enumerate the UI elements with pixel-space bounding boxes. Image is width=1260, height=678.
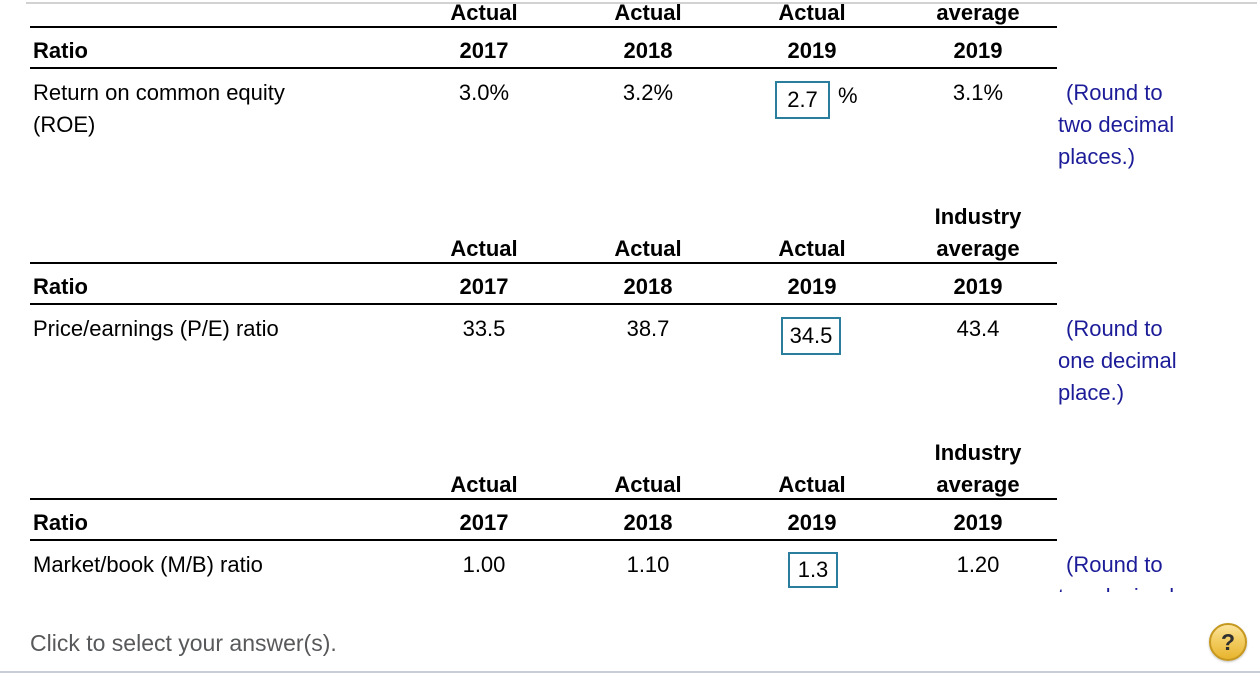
column-header: average <box>936 0 1020 25</box>
rounding-note-line: (Round to <box>1066 80 1163 105</box>
industry-group-header: Industry <box>934 204 1022 229</box>
ratio-table-mb: Industry Actual Actual Actual average Ra… <box>0 438 1260 592</box>
column-header: Actual <box>450 472 518 497</box>
answer-suffix-percent: % <box>838 83 858 108</box>
value-industry: 3.1% <box>952 80 1004 105</box>
ratio-row-label: Price/earnings (P/E) ratio <box>33 316 279 341</box>
question-content-area: Actual Actual Actual average Ratio 2017 … <box>0 0 1260 592</box>
year-header: 2019 <box>953 274 1003 299</box>
ratio-row-label: Market/book (M/B) ratio <box>33 552 263 577</box>
rounding-note-line: one decimal <box>1058 348 1177 373</box>
footer-divider <box>0 671 1260 673</box>
ratio-column-header: Ratio <box>33 510 88 535</box>
value-2017: 33.5 <box>462 316 506 341</box>
help-button[interactable]: ? <box>1209 623 1247 661</box>
ratio-column-header: Ratio <box>33 38 88 63</box>
table-rule <box>30 303 1057 305</box>
value-industry: 43.4 <box>956 316 1000 341</box>
value-2017: 3.0% <box>458 80 510 105</box>
year-header: 2017 <box>459 510 509 535</box>
ratio-row-label: Return on common equity <box>33 80 285 105</box>
column-header: Actual <box>778 472 846 497</box>
year-header: 2018 <box>623 510 673 535</box>
rounding-note-line: place.) <box>1058 380 1125 405</box>
answer-input-mb[interactable]: 1.3 <box>788 552 838 588</box>
year-header: 2018 <box>623 38 673 63</box>
year-header: 2017 <box>459 38 509 63</box>
ratio-table-pe: Industry Actual Actual Actual average Ra… <box>0 202 1260 502</box>
year-header: 2019 <box>787 274 837 299</box>
question-mark-icon: ? <box>1220 628 1236 655</box>
ratio-row-label-line2: (ROE) <box>33 112 96 137</box>
column-header: Actual <box>614 236 682 261</box>
year-header: 2017 <box>459 274 509 299</box>
rounding-note-line: places.) <box>1058 144 1136 169</box>
table-rule <box>30 539 1057 541</box>
value-industry: 1.20 <box>956 552 1000 577</box>
table-rule <box>30 67 1057 69</box>
year-header: 2018 <box>623 274 673 299</box>
year-header: 2019 <box>787 510 837 535</box>
column-header: Actual <box>778 0 846 25</box>
ratio-column-header: Ratio <box>33 274 88 299</box>
year-header: 2019 <box>953 510 1003 535</box>
ratio-table-roe: Actual Actual Actual average Ratio 2017 … <box>0 0 1260 266</box>
value-2018: 1.10 <box>626 552 670 577</box>
value-2018: 38.7 <box>626 316 670 341</box>
column-header: average <box>936 472 1020 497</box>
table-rule <box>30 498 1057 500</box>
table-rule <box>30 26 1057 28</box>
content-top-divider <box>26 2 1257 4</box>
column-header: Actual <box>450 236 518 261</box>
answer-input-roe[interactable]: 2.7 <box>775 81 830 119</box>
table-rule <box>30 262 1057 264</box>
column-header: Actual <box>450 0 518 25</box>
rounding-note-line: two decimal <box>1058 584 1233 592</box>
year-header: 2019 <box>953 38 1003 63</box>
value-2018: 3.2% <box>622 80 674 105</box>
rounding-note-line: (Round to <box>1066 552 1163 577</box>
value-2017: 1.00 <box>462 552 506 577</box>
column-header: Actual <box>778 236 846 261</box>
rounding-note-line: two decimal <box>1058 112 1175 137</box>
column-header: Actual <box>614 472 682 497</box>
column-header: average <box>936 236 1020 261</box>
answer-input-pe[interactable]: 34.5 <box>781 317 841 355</box>
industry-group-header: Industry <box>934 440 1022 465</box>
column-header: Actual <box>614 0 682 25</box>
answer-prompt-text: Click to select your answer(s). <box>30 630 337 656</box>
year-header: 2019 <box>787 38 837 63</box>
rounding-note-line: (Round to <box>1066 316 1163 341</box>
